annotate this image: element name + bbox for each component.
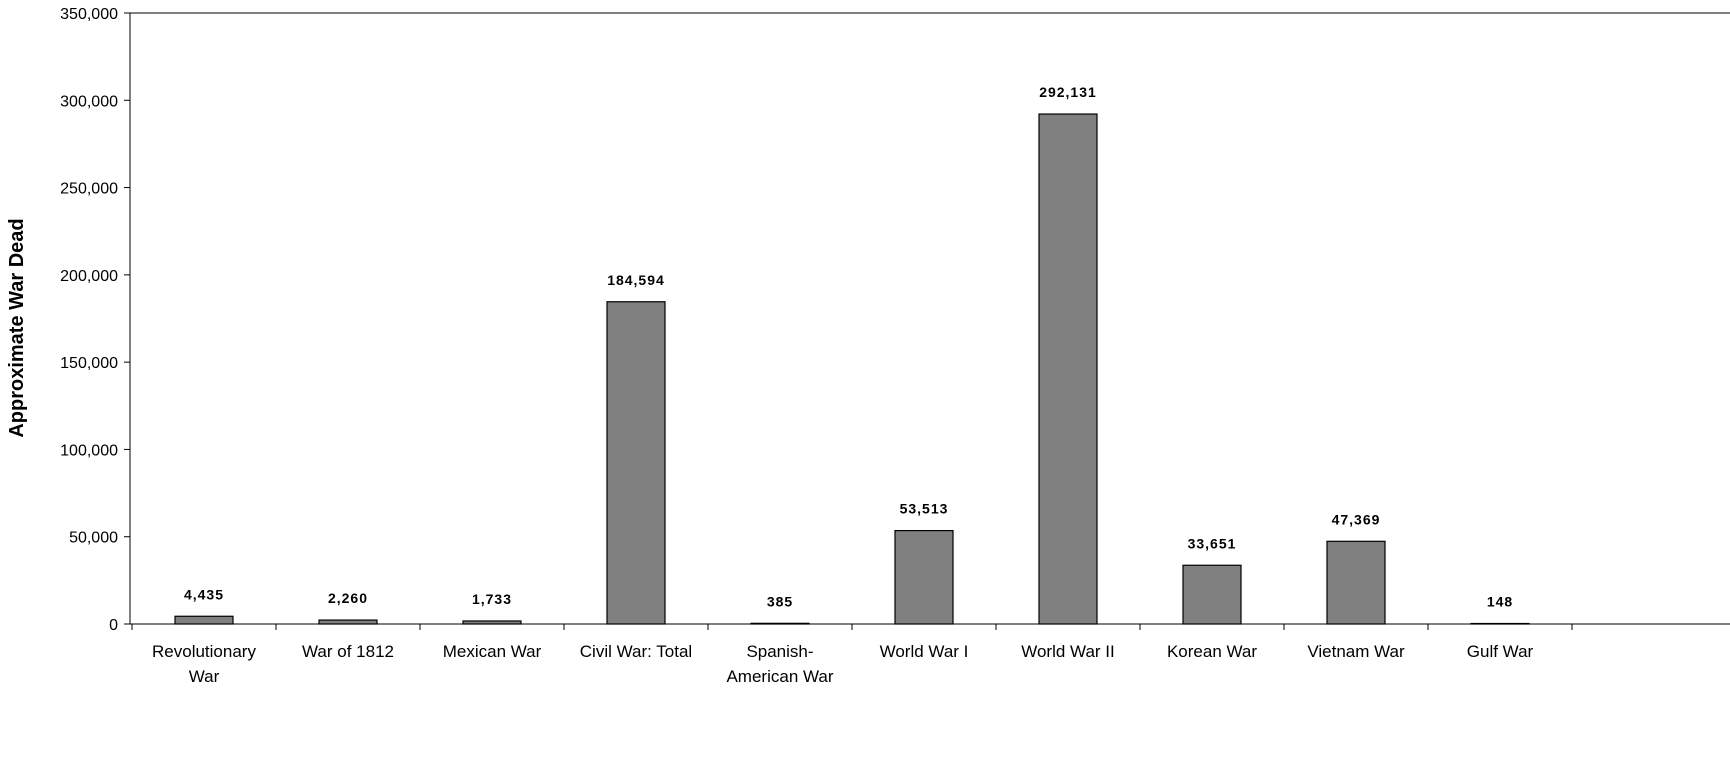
x-category-label: War of 1812 [302, 642, 394, 661]
y-axis-title: Approximate War Dead [6, 218, 28, 437]
y-tick-label: 150,000 [60, 355, 118, 372]
chart-labels: 0 50,000 100,000 150,000 200,000 250,000 300,0… [60, 6, 1533, 686]
y-tick-label: 0 [109, 617, 118, 634]
x-category-label: Gulf War [1467, 642, 1534, 661]
bar [1326, 540, 1386, 625]
x-category-label: Mexican War [443, 642, 542, 661]
data-label: 2,260 [328, 590, 368, 606]
y-tick-label: 300,000 [60, 93, 118, 110]
y-tick-label: 250,000 [60, 181, 118, 198]
data-label: 184,594 [607, 272, 665, 288]
x-category-label: Civil War: Total [580, 642, 692, 661]
bar [1182, 564, 1242, 625]
data-label: 47,369 [1332, 511, 1381, 527]
data-label: 53,513 [900, 501, 949, 517]
data-label: 4,435 [184, 586, 224, 602]
x-category-label: Revolutionary War [152, 642, 256, 686]
bar [1038, 113, 1098, 625]
data-label: 33,651 [1188, 535, 1237, 551]
bar [318, 619, 378, 625]
x-category-label: Vietnam War [1307, 642, 1405, 661]
y-tick-label: 100,000 [60, 442, 118, 459]
bar [174, 615, 234, 625]
data-label: 385 [767, 593, 793, 609]
bar [750, 622, 810, 625]
data-label: 292,131 [1039, 84, 1097, 100]
y-tick-label: 200,000 [60, 268, 118, 285]
data-label: 148 [1487, 594, 1513, 610]
x-category-label: Korean War [1167, 642, 1257, 661]
bar [606, 301, 666, 625]
data-label: 1,733 [472, 591, 512, 607]
bar [1470, 622, 1530, 625]
x-category-label: Spanish-American War [726, 642, 833, 686]
bar [894, 529, 954, 625]
x-category-label: World War II [1021, 642, 1115, 661]
y-tick-label: 350,000 [60, 6, 118, 23]
x-category-label: World War I [880, 642, 969, 661]
bar [462, 620, 522, 625]
y-tick-label: 50,000 [69, 530, 118, 547]
chart-bars [174, 113, 1530, 625]
